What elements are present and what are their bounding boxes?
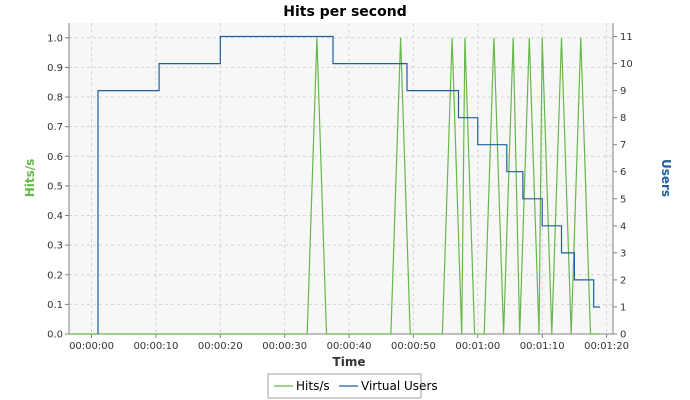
y-right-tick-label: 1 [620, 302, 626, 313]
y-left-tick-label: 0.7 [47, 122, 63, 133]
legend: Hits/s Virtual Users [267, 373, 438, 399]
y-left-tick-label: 0.9 [47, 63, 63, 74]
y-left-tick-label: 0.3 [47, 241, 63, 252]
x-tick-label: 00:00:30 [262, 341, 307, 352]
y-axis-right-title: Users [659, 159, 673, 197]
y-axis-left-title: Hits/s [23, 159, 37, 198]
y-right-tick-label: 5 [620, 194, 626, 205]
legend-label-hits: Hits/s [296, 379, 330, 393]
series-line-virtual-users [97, 35, 601, 334]
y-left-tick-label: 0.8 [47, 93, 63, 104]
x-tick-label: 00:01:00 [455, 341, 500, 352]
y-right-tick-label: 9 [620, 86, 626, 97]
legend-box [267, 373, 422, 399]
x-tick-label: 00:01:10 [520, 341, 565, 352]
x-tick-label: 00:00:20 [198, 341, 243, 352]
plot-area [69, 23, 613, 334]
y-right-tick-label: 3 [620, 248, 626, 259]
x-axis-title: Time [333, 355, 366, 369]
data-series [69, 35, 601, 335]
y-left-tick-label: 0.5 [47, 181, 63, 192]
chart-title: Hits per second [283, 4, 406, 20]
x-tick-label: 00:00:50 [391, 341, 436, 352]
y-left-tick-label: 0.2 [47, 270, 63, 281]
grid-lines [69, 23, 613, 335]
y-right-tick-label: 11 [620, 32, 633, 43]
y-right-tick-label: 10 [620, 59, 633, 70]
y-right-tick-label: 4 [620, 221, 626, 232]
y-right-tick-label: 7 [620, 140, 626, 151]
y-left-tick-label: 1.0 [47, 33, 63, 44]
y-left-tick-label: 0.6 [47, 152, 63, 163]
axes: 00:00:00 00:00:10 00:00:20 00:00:30 00:00:40… [47, 23, 633, 352]
y-right-tick-label: 0 [620, 330, 626, 341]
x-tick-label: 00:00:00 [69, 341, 114, 352]
y-right-tick-label: 8 [620, 113, 626, 124]
y-right-tick-label: 6 [620, 167, 626, 178]
y-left-tick-label: 0.4 [47, 211, 63, 222]
legend-label-virtual-users: Virtual Users [361, 379, 438, 393]
y-left-tick-label: 0.1 [47, 300, 63, 311]
y-left-tick-label: 0.0 [47, 330, 63, 341]
x-tick-label: 00:00:40 [327, 341, 372, 352]
x-tick-label: 00:00:10 [133, 341, 178, 352]
x-tick-label: 00:01:20 [584, 341, 629, 352]
series-line-hits [69, 37, 601, 335]
y-right-tick-label: 2 [620, 275, 626, 286]
